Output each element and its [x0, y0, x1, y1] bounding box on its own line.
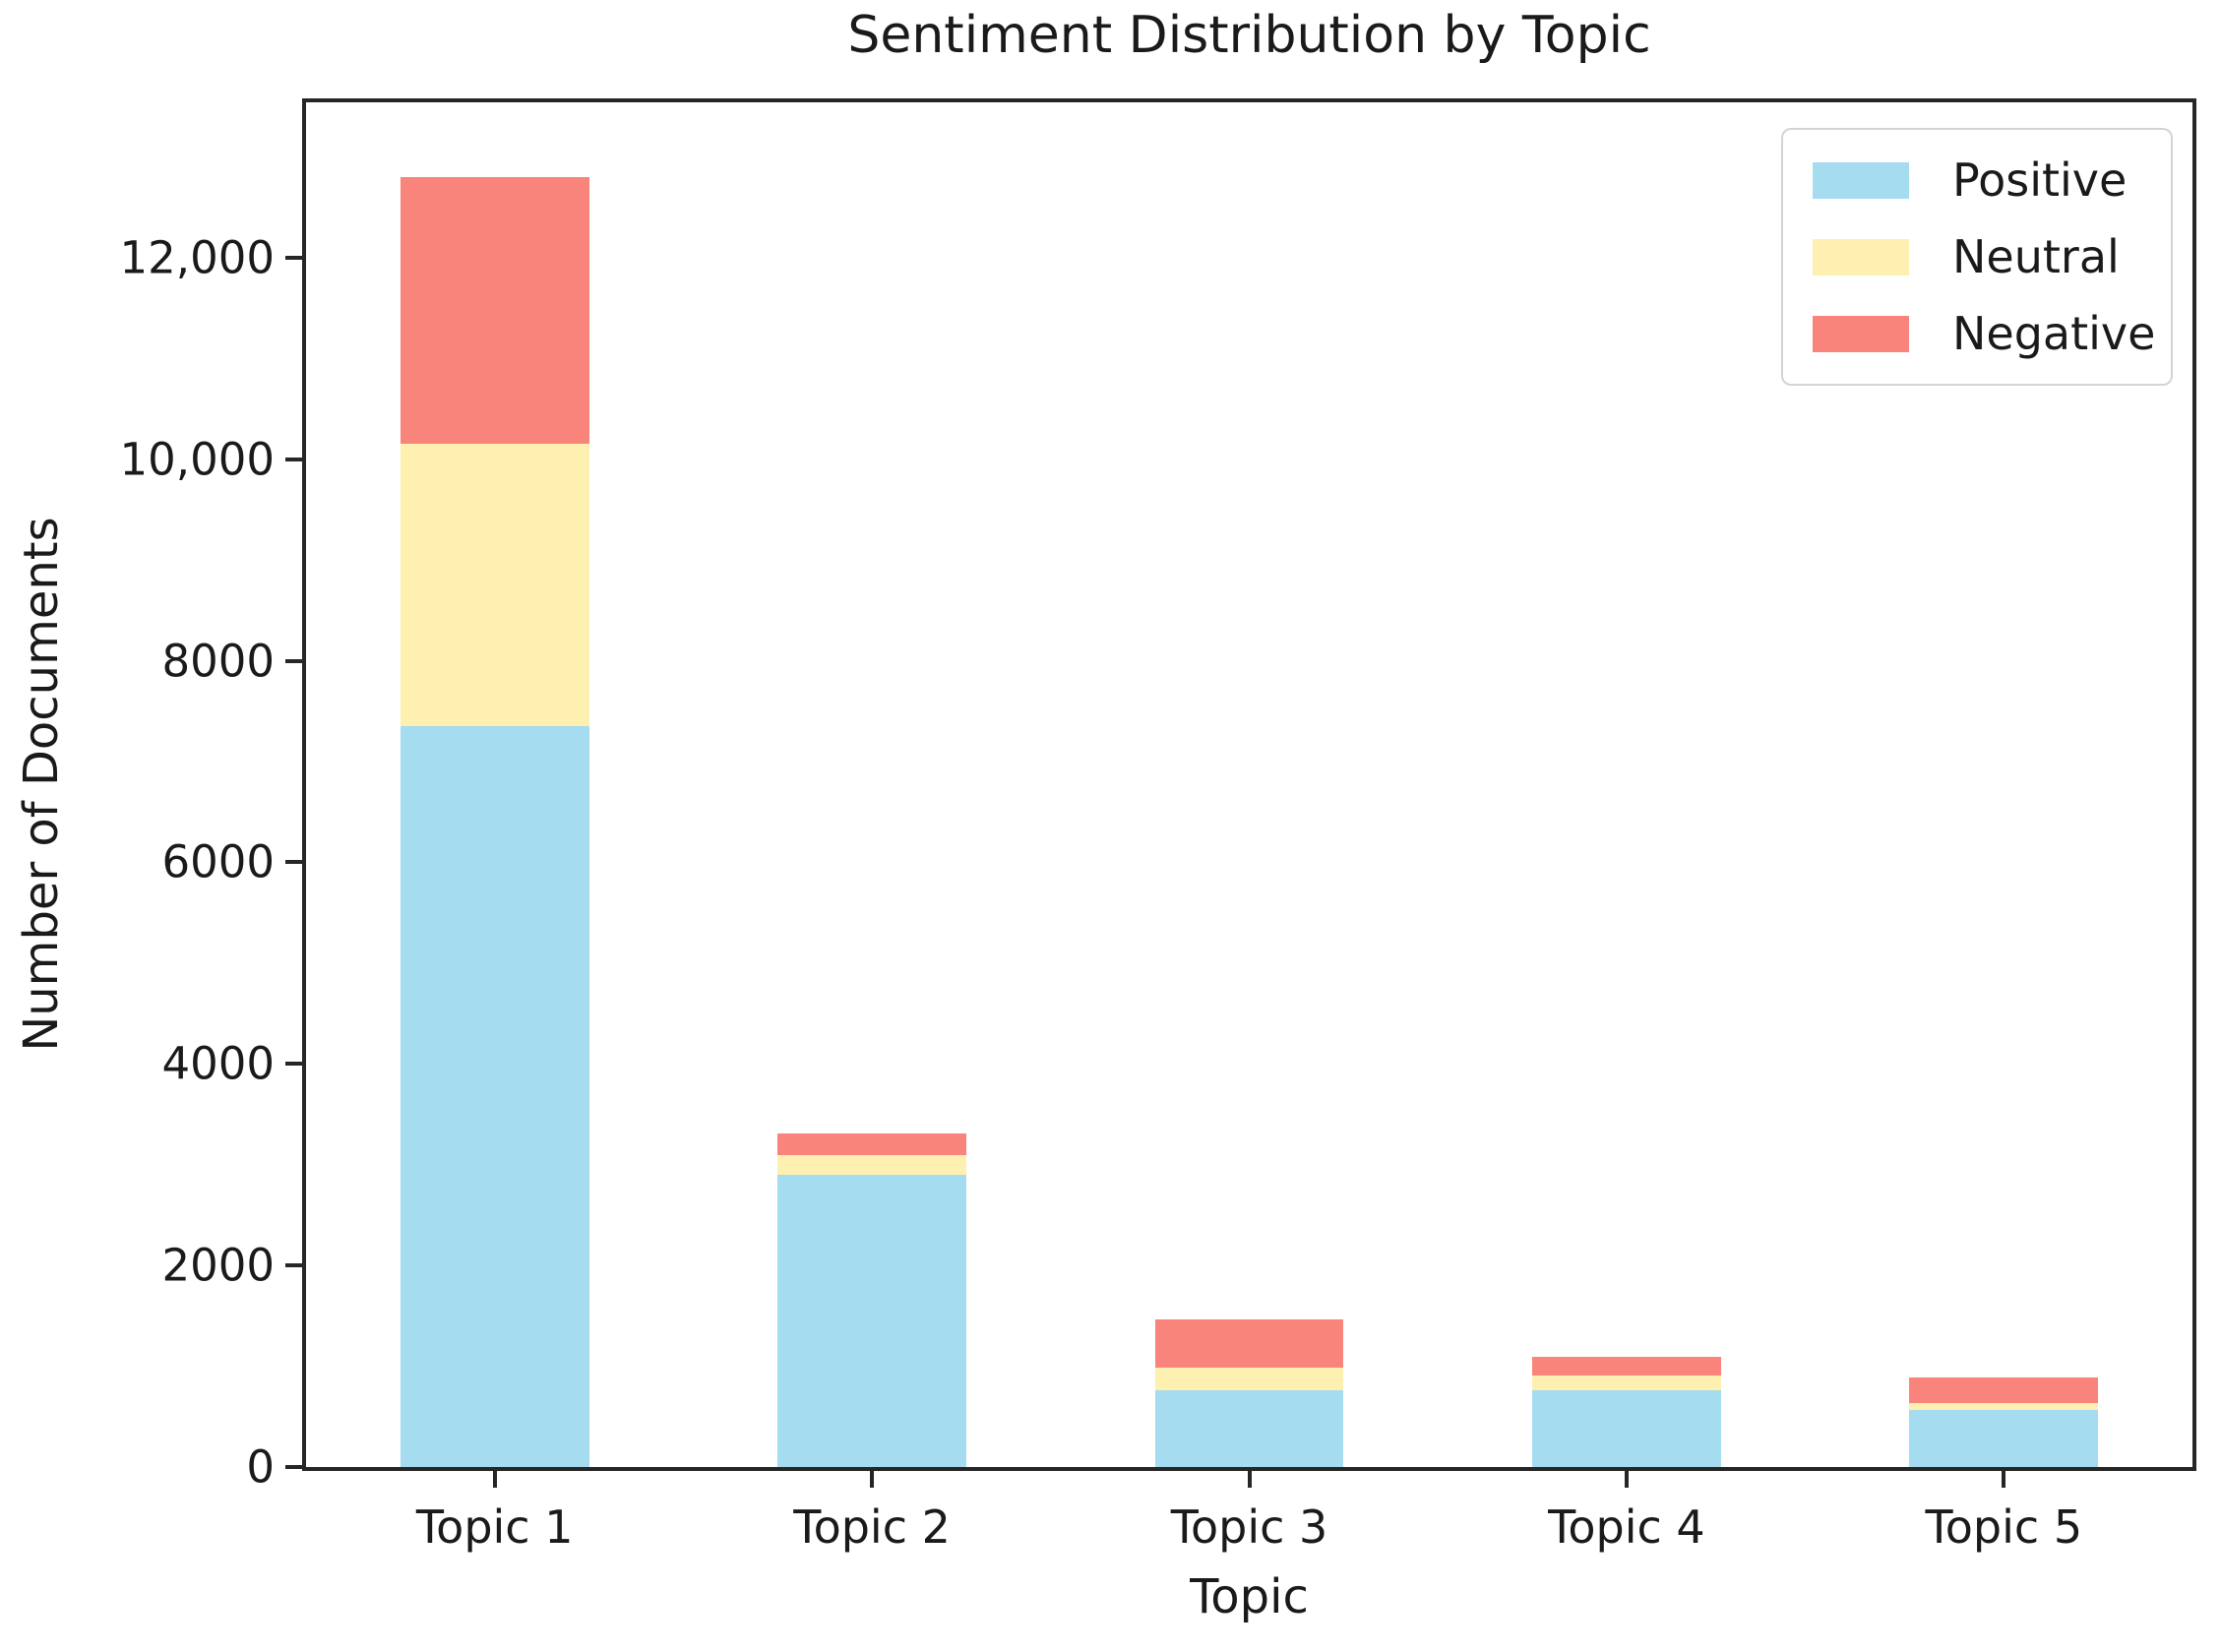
bar-segment-topic-1-negative: [400, 176, 589, 445]
legend-row-positive: Positive: [1813, 157, 2141, 203]
x-tick-label-topic-5: Topic 5: [1925, 1500, 2083, 1554]
bar-segment-topic-3-positive: [1154, 1390, 1344, 1467]
x-axis-label: Topic: [1190, 1569, 1309, 1624]
x-tick-label-topic-4: Topic 4: [1548, 1500, 1705, 1554]
y-axis-label: Number of Documents: [14, 517, 69, 1052]
x-tick-label-topic-3: Topic 3: [1170, 1500, 1328, 1554]
legend-swatch-neutral: [1813, 238, 1909, 275]
y-tick-mark: [285, 860, 302, 865]
y-tick-label: 10,000: [119, 433, 275, 486]
legend-row-neutral: Neutral: [1813, 234, 2141, 279]
legend: Positive Neutral Negative: [1781, 128, 2173, 386]
bar-segment-topic-5-positive: [1909, 1409, 2099, 1467]
y-tick-label: 4000: [161, 1037, 275, 1090]
bar-segment-topic-2-positive: [777, 1174, 966, 1467]
bar-segment-topic-4-negative: [1532, 1357, 1721, 1376]
legend-label-negative: Negative: [1952, 307, 2156, 360]
x-tick-mark: [1247, 1471, 1252, 1488]
y-tick-mark: [285, 1263, 302, 1268]
x-tick-label-topic-2: Topic 2: [793, 1500, 951, 1554]
y-tick-mark: [285, 255, 302, 260]
bar-segment-topic-2-neutral: [777, 1155, 966, 1175]
y-tick-label: 2000: [161, 1239, 275, 1292]
y-tick-mark: [285, 1062, 302, 1067]
legend-row-negative: Negative: [1813, 311, 2155, 356]
legend-swatch-positive: [1813, 161, 1909, 199]
y-tick-label: 12,000: [119, 231, 275, 284]
bar-segment-topic-3-neutral: [1154, 1367, 1344, 1391]
y-tick-mark: [285, 658, 302, 663]
bar-segment-topic-3-negative: [1154, 1319, 1344, 1368]
bar-segment-topic-1-neutral: [400, 444, 589, 727]
x-tick-label-topic-1: Topic 1: [415, 1500, 574, 1554]
x-tick-mark: [492, 1471, 497, 1488]
y-tick-label: 8000: [161, 635, 275, 688]
bar-segment-topic-2-negative: [777, 1132, 966, 1156]
x-tick-mark: [1624, 1471, 1629, 1488]
bar-segment-topic-5-negative: [1909, 1377, 2099, 1404]
y-tick-mark: [285, 457, 302, 461]
bar-segment-topic-4-neutral: [1532, 1375, 1721, 1391]
x-tick-mark: [2002, 1471, 2006, 1488]
plot-area: Positive Neutral Negative 0 2000 4000 6000 800…: [120, 98, 2196, 1554]
bar-segment-topic-4-positive: [1532, 1390, 1721, 1467]
bar-segment-topic-5-neutral: [1909, 1403, 2099, 1410]
x-tick-mark: [870, 1471, 875, 1488]
y-tick-label: 0: [246, 1440, 275, 1494]
legend-swatch-negative: [1813, 315, 1909, 352]
legend-label-positive: Positive: [1952, 153, 2128, 207]
legend-label-neutral: Neutral: [1952, 230, 2120, 283]
bar-segment-topic-1-positive: [400, 726, 589, 1467]
y-tick-mark: [285, 1465, 302, 1469]
y-tick-label: 6000: [161, 835, 275, 888]
chart-title: Sentiment Distribution by Topic: [847, 6, 1651, 65]
